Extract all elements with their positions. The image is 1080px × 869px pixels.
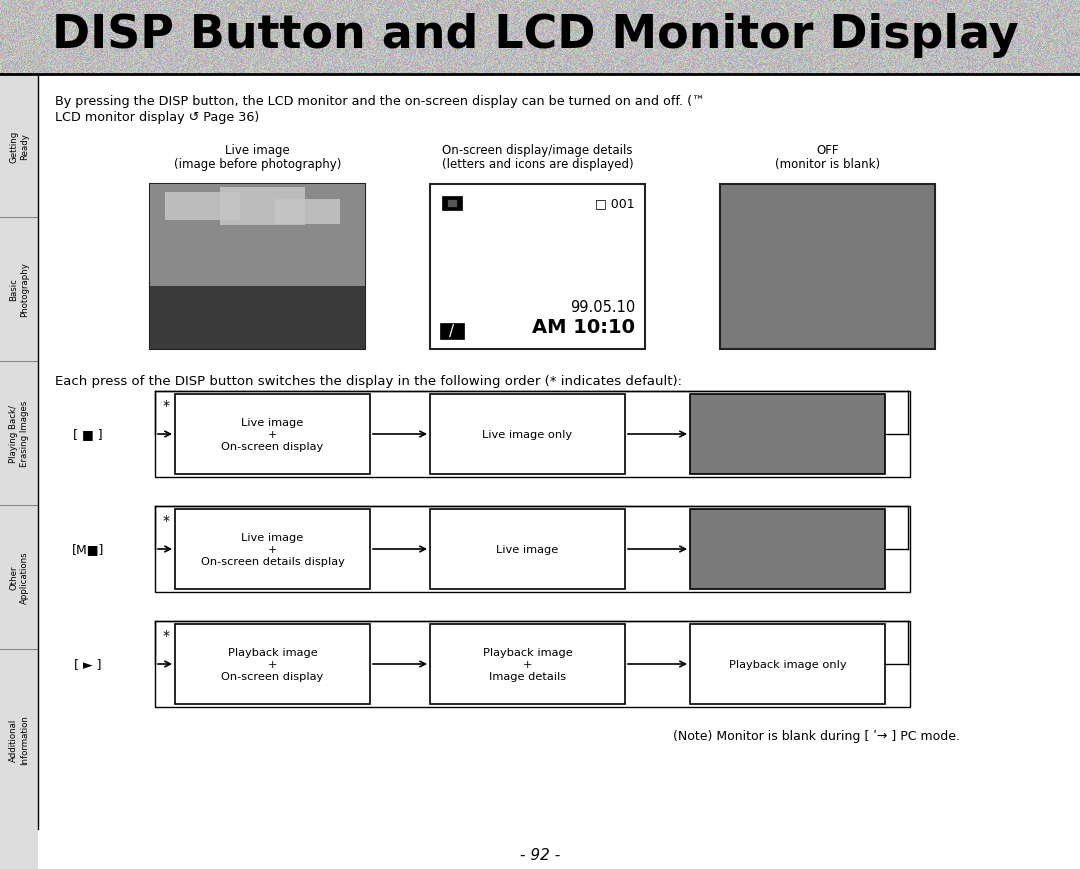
Text: □ 001: □ 001	[595, 196, 635, 209]
Bar	[430, 395, 625, 474]
Text: Playback image only: Playback image only	[729, 660, 847, 669]
Text: OFF: OFF	[816, 144, 839, 156]
Text: *: *	[163, 399, 170, 413]
Text: Live image
+
On-screen display: Live image + On-screen display	[221, 418, 324, 451]
Bar	[690, 624, 885, 704]
Text: *: *	[163, 628, 170, 642]
Text: - 92 -: - 92 -	[519, 847, 561, 862]
Text: (monitor is blank): (monitor is blank)	[775, 158, 880, 171]
Text: Playback image
+
Image details: Playback image + Image details	[483, 647, 572, 680]
Bar	[175, 624, 370, 704]
Text: Basic
Photography: Basic Photography	[10, 262, 29, 317]
Bar	[165, 193, 240, 221]
Bar	[156, 507, 910, 593]
Text: Live image: Live image	[225, 144, 289, 156]
Text: Other
Applications: Other Applications	[10, 551, 29, 604]
Bar	[447, 200, 457, 208]
Bar	[430, 509, 625, 589]
Text: *: *	[163, 514, 170, 527]
Bar	[690, 395, 885, 474]
Text: On-screen display/image details: On-screen display/image details	[442, 144, 633, 156]
Bar	[275, 200, 340, 225]
Text: Playback image
+
On-screen display: Playback image + On-screen display	[221, 647, 324, 680]
Bar	[175, 395, 370, 474]
Text: Live image
+
On-screen details display: Live image + On-screen details display	[201, 533, 345, 566]
Bar	[150, 185, 365, 287]
Text: (Note) Monitor is blank during [ ʹ→ ] PC mode.: (Note) Monitor is blank during [ ʹ→ ] PC…	[673, 729, 960, 742]
Bar	[156, 621, 910, 707]
Text: [ ► ]: [ ► ]	[75, 658, 102, 671]
Bar	[430, 185, 645, 349]
Text: [M■]: [M■]	[71, 543, 104, 556]
Bar	[156, 392, 910, 477]
Text: DISP Button and LCD Monitor Display: DISP Button and LCD Monitor Display	[52, 13, 1018, 58]
Bar	[690, 509, 885, 589]
Bar	[0, 75, 38, 869]
Text: /: /	[449, 324, 455, 339]
Text: Getting
Ready: Getting Ready	[10, 130, 29, 163]
Bar	[150, 287, 365, 349]
Bar	[150, 185, 365, 349]
Text: Each press of the DISP button switches the display in the following order (* ind: Each press of the DISP button switches t…	[55, 375, 681, 388]
Text: (letters and icons are displayed): (letters and icons are displayed)	[442, 158, 633, 171]
Bar	[440, 323, 464, 340]
Text: [ ■ ]: [ ■ ]	[73, 428, 103, 441]
Text: Live image only: Live image only	[483, 429, 572, 440]
Text: Live image: Live image	[497, 544, 558, 554]
Bar	[442, 196, 462, 211]
Text: Playing Back/
Erasing Images: Playing Back/ Erasing Images	[10, 401, 29, 467]
Text: 99.05.10: 99.05.10	[570, 300, 635, 315]
Text: (image before photography): (image before photography)	[174, 158, 341, 171]
Text: AM 10:10: AM 10:10	[532, 318, 635, 336]
Text: By pressing the DISP button, the LCD monitor and the on-screen display can be tu: By pressing the DISP button, the LCD mon…	[55, 95, 705, 108]
Bar	[720, 185, 935, 349]
Text: LCD monitor display ↺ Page 36): LCD monitor display ↺ Page 36)	[55, 111, 259, 124]
Bar	[430, 624, 625, 704]
Text: Additional
Information: Additional Information	[10, 714, 29, 764]
Bar	[175, 509, 370, 589]
Bar	[220, 188, 305, 226]
